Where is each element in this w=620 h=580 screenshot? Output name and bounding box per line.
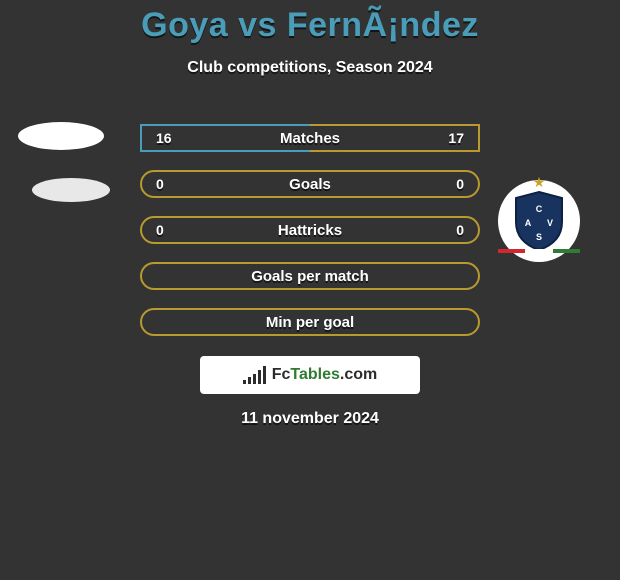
svg-text:S: S [536, 232, 542, 242]
subtitle: Club competitions, Season 2024 [0, 59, 620, 77]
crest-stripe [498, 246, 580, 256]
stat-bar: 0Goals0 [140, 170, 480, 198]
logo-text: FcTables.com [272, 366, 378, 384]
logo-suffix: .com [340, 366, 377, 383]
stats-container: 16Matches17 0Goals0 0Hattricks0 Goals per m… [140, 124, 480, 354]
chart-icon [243, 366, 266, 384]
player1-club-placeholder [32, 178, 110, 202]
fctables-logo: FcTables.com [200, 356, 420, 394]
page-title: Goya vs FernÃ¡ndez [0, 0, 620, 45]
date-label: 11 november 2024 [0, 410, 620, 428]
player2-club-crest: ★ C A V S [498, 180, 580, 262]
logo-prefix: Fc [272, 366, 291, 383]
stat-bar: 16Matches17 [140, 124, 480, 152]
stat-label: Hattricks [142, 222, 478, 239]
svg-text:V: V [547, 218, 553, 228]
logo-main: Tables [290, 366, 340, 383]
comparison-card: Goya vs FernÃ¡ndez Club competitions, Se… [0, 0, 620, 580]
stat-bar: Min per goal [140, 308, 480, 336]
player1-photo-placeholder [18, 122, 104, 150]
stat-label: Goals per match [142, 268, 478, 285]
svg-text:A: A [525, 218, 532, 228]
stat-label: Matches [142, 130, 478, 147]
stat-label: Goals [142, 176, 478, 193]
shield-icon: C A V S [512, 190, 566, 252]
stat-label: Min per goal [142, 314, 478, 331]
stat-bar: Goals per match [140, 262, 480, 290]
stat-bar: 0Hattricks0 [140, 216, 480, 244]
svg-text:C: C [536, 204, 543, 214]
star-icon: ★ [533, 174, 546, 191]
